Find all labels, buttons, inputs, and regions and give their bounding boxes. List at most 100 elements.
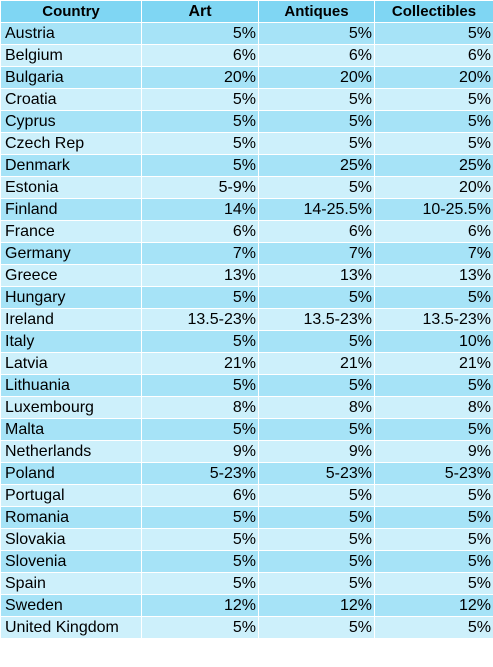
country-cell: Italy: [0, 330, 142, 353]
collectibles-rate-cell: 5%: [374, 528, 493, 551]
art-rate-cell: 5%: [141, 616, 259, 639]
art-rate-cell: 5%: [141, 528, 259, 551]
antiques-rate-cell: 13%: [258, 264, 375, 287]
collectibles-rate-cell: 6%: [374, 220, 493, 243]
art-rate-cell: 20%: [141, 66, 259, 89]
art-rate-cell: 5%: [141, 88, 259, 111]
table-row: Poland 5-23% 5-23% 5-23%: [0, 462, 493, 485]
collectibles-rate-cell: 5%: [374, 484, 493, 507]
collectibles-rate-cell: 5%: [374, 88, 493, 111]
art-rate-cell: 6%: [141, 484, 259, 507]
country-cell: Austria: [0, 22, 142, 45]
antiques-rate-cell: 8%: [258, 396, 375, 419]
antiques-rate-cell: 13.5-23%: [258, 308, 375, 331]
country-cell: Croatia: [0, 88, 142, 111]
table-row: Italy 5% 5% 10%: [0, 330, 493, 353]
collectibles-rate-cell: 5%: [374, 22, 493, 45]
country-cell: Luxembourg: [0, 396, 142, 419]
antiques-rate-cell: 5%: [258, 374, 375, 397]
country-cell: Bulgaria: [0, 66, 142, 89]
antiques-rate-cell: 5%: [258, 132, 375, 155]
antiques-rate-cell: 5%: [258, 616, 375, 639]
country-cell: Sweden: [0, 594, 142, 617]
table-row: Slovenia 5% 5% 5%: [0, 550, 493, 573]
collectibles-rate-cell: 5%: [374, 418, 493, 441]
country-cell: Poland: [0, 462, 142, 485]
antiques-rate-cell: 7%: [258, 242, 375, 265]
art-rate-cell: 5%: [141, 330, 259, 353]
art-rate-cell: 5%: [141, 132, 259, 155]
antiques-rate-cell: 25%: [258, 154, 375, 177]
table-row: Belgium 6% 6% 6%: [0, 44, 493, 67]
art-rate-cell: 5%: [141, 22, 259, 45]
table-row: Lithuania 5% 5% 5%: [0, 374, 493, 397]
country-cell: France: [0, 220, 142, 243]
table-row: Sweden 12% 12% 12%: [0, 594, 493, 617]
table-row: Czech Rep 5% 5% 5%: [0, 132, 493, 155]
collectibles-rate-cell: 5%: [374, 110, 493, 133]
antiques-rate-cell: 5%: [258, 176, 375, 199]
collectibles-rate-cell: 5%: [374, 616, 493, 639]
table-row: Croatia 5% 5% 5%: [0, 88, 493, 111]
country-cell: Lithuania: [0, 374, 142, 397]
table-row: Denmark 5% 25% 25%: [0, 154, 493, 177]
table-row: United Kingdom 5% 5% 5%: [0, 616, 493, 639]
collectibles-rate-cell: 21%: [374, 352, 493, 375]
country-cell: Netherlands: [0, 440, 142, 463]
collectibles-rate-cell: 10%: [374, 330, 493, 353]
antiques-rate-cell: 5%: [258, 88, 375, 111]
table-row: Cyprus 5% 5% 5%: [0, 110, 493, 133]
collectibles-rate-cell: 7%: [374, 242, 493, 265]
country-cell: Romania: [0, 506, 142, 529]
vat-rate-table: Country Art Antiques Collectibles Austri…: [0, 0, 493, 639]
art-rate-cell: 5%: [141, 550, 259, 573]
country-cell: United Kingdom: [0, 616, 142, 639]
art-rate-cell: 9%: [141, 440, 259, 463]
country-cell: Hungary: [0, 286, 142, 309]
country-cell: Malta: [0, 418, 142, 441]
table-row: Ireland 13.5-23% 13.5-23% 13.5-23%: [0, 308, 493, 331]
collectibles-rate-cell: 5%: [374, 572, 493, 595]
table-row: Bulgaria 20% 20% 20%: [0, 66, 493, 89]
country-cell: Belgium: [0, 44, 142, 67]
antiques-rate-cell: 5%: [258, 528, 375, 551]
art-rate-cell: 8%: [141, 396, 259, 419]
antiques-rate-cell: 21%: [258, 352, 375, 375]
antiques-rate-cell: 14-25.5%: [258, 198, 375, 221]
antiques-rate-cell: 5%: [258, 572, 375, 595]
antiques-rate-cell: 6%: [258, 220, 375, 243]
art-rate-cell: 5%: [141, 154, 259, 177]
antiques-rate-cell: 5%: [258, 286, 375, 309]
table-row: Germany 7% 7% 7%: [0, 242, 493, 265]
collectibles-rate-cell: 13.5-23%: [374, 308, 493, 331]
table-row: Austria 5% 5% 5%: [0, 22, 493, 45]
collectibles-rate-cell: 25%: [374, 154, 493, 177]
art-rate-cell: 5%: [141, 572, 259, 595]
art-rate-cell: 5%: [141, 506, 259, 529]
country-cell: Spain: [0, 572, 142, 595]
antiques-rate-cell: 20%: [258, 66, 375, 89]
art-rate-cell: 6%: [141, 220, 259, 243]
column-header-collectibles: Collectibles: [374, 0, 493, 23]
collectibles-rate-cell: 12%: [374, 594, 493, 617]
table-row: Luxembourg 8% 8% 8%: [0, 396, 493, 419]
header-row: Country Art Antiques Collectibles: [0, 0, 493, 23]
collectibles-rate-cell: 10-25.5%: [374, 198, 493, 221]
antiques-rate-cell: 12%: [258, 594, 375, 617]
collectibles-rate-cell: 9%: [374, 440, 493, 463]
column-header-country: Country: [0, 0, 142, 23]
art-rate-cell: 5-9%: [141, 176, 259, 199]
collectibles-rate-cell: 5%: [374, 506, 493, 529]
collectibles-rate-cell: 5%: [374, 132, 493, 155]
country-cell: Slovakia: [0, 528, 142, 551]
antiques-rate-cell: 5%: [258, 418, 375, 441]
country-cell: Germany: [0, 242, 142, 265]
antiques-rate-cell: 9%: [258, 440, 375, 463]
column-header-art: Art: [141, 0, 259, 23]
antiques-rate-cell: 5%: [258, 22, 375, 45]
table-row: Latvia 21% 21% 21%: [0, 352, 493, 375]
country-cell: Latvia: [0, 352, 142, 375]
collectibles-rate-cell: 6%: [374, 44, 493, 67]
art-rate-cell: 5%: [141, 286, 259, 309]
collectibles-rate-cell: 5%: [374, 374, 493, 397]
